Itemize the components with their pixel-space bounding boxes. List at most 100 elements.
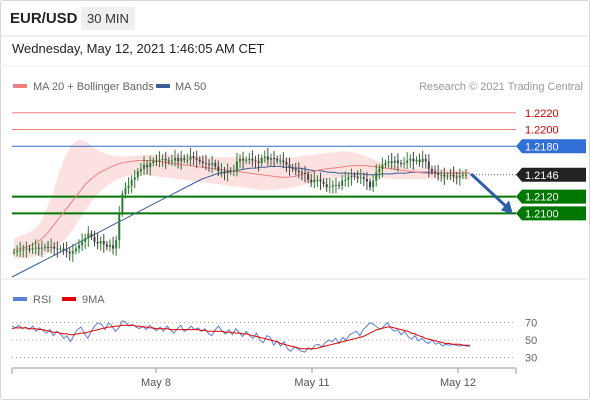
candle xyxy=(208,159,211,172)
candle xyxy=(53,242,56,256)
candle-body xyxy=(102,240,105,245)
candle xyxy=(257,154,260,172)
candle-body xyxy=(328,186,331,188)
candle-body xyxy=(105,244,108,247)
candle-body xyxy=(344,179,347,181)
candle-body xyxy=(307,173,310,180)
level-label-1.2120: 1.2120 xyxy=(525,192,559,204)
candle-body xyxy=(365,178,368,182)
candle-body xyxy=(338,184,341,186)
candle-body xyxy=(452,174,455,177)
candle-body xyxy=(341,180,344,186)
candle xyxy=(430,165,433,175)
candle-body xyxy=(226,170,229,174)
candle xyxy=(108,239,111,252)
candle xyxy=(399,159,402,168)
candle-body xyxy=(183,158,186,160)
candle-body xyxy=(68,251,71,254)
candle-body xyxy=(28,248,31,250)
credit-label: Research © 2021 Trading Central xyxy=(419,81,583,93)
level-tag-1.2146 xyxy=(516,167,586,182)
candle xyxy=(40,240,43,257)
candle-body xyxy=(359,177,362,179)
x-tick-label: May 11 xyxy=(294,377,329,389)
candle xyxy=(384,159,387,169)
candle xyxy=(192,151,195,166)
candle-body xyxy=(40,247,43,249)
level-tag-1.2180 xyxy=(516,139,586,154)
candle-body xyxy=(217,166,220,172)
candle-body xyxy=(37,247,40,249)
candle xyxy=(71,243,74,262)
candle-body xyxy=(449,174,452,176)
candle-body xyxy=(403,163,406,165)
candle-body xyxy=(204,163,207,165)
candle xyxy=(412,151,415,170)
rsi-legend-swatch xyxy=(13,297,27,301)
candle xyxy=(204,154,207,170)
candle xyxy=(279,154,282,166)
candle xyxy=(440,170,443,182)
candle xyxy=(381,157,384,178)
candle xyxy=(229,167,232,175)
ma20-line xyxy=(13,160,470,251)
candle-body xyxy=(300,172,303,174)
candle-body xyxy=(164,158,167,161)
candle-body xyxy=(34,247,37,249)
candle xyxy=(328,178,331,194)
candle-body xyxy=(266,156,269,160)
candle xyxy=(87,226,90,247)
candle-body xyxy=(350,175,353,178)
candle xyxy=(31,242,34,254)
candle-body xyxy=(381,164,384,169)
candle xyxy=(310,173,313,187)
candle-body xyxy=(211,163,214,165)
candle-body xyxy=(220,171,223,173)
candle-body xyxy=(412,158,415,162)
rsi-line xyxy=(11,320,470,353)
candle-body xyxy=(50,246,53,248)
candle-body xyxy=(155,160,158,162)
candle xyxy=(251,150,254,167)
candle xyxy=(424,154,427,169)
candle-body xyxy=(440,174,443,176)
candle xyxy=(396,153,399,172)
candle xyxy=(297,162,300,179)
candle-body xyxy=(214,163,217,167)
candle xyxy=(403,157,406,169)
candle xyxy=(173,149,176,167)
candle xyxy=(81,233,84,252)
candle xyxy=(266,147,269,166)
candle-body xyxy=(260,158,263,164)
candle xyxy=(62,242,65,255)
candle xyxy=(415,156,418,165)
candle xyxy=(304,165,307,183)
ma20-legend-label: MA 20 + Bollinger Bands xyxy=(33,81,154,93)
candle xyxy=(437,164,440,181)
candle xyxy=(344,171,347,187)
candle xyxy=(127,177,130,195)
candle xyxy=(164,151,167,169)
candle xyxy=(195,150,198,169)
candle-body xyxy=(74,248,77,252)
candle xyxy=(167,157,170,165)
candle-body xyxy=(16,251,19,253)
bollinger-band xyxy=(14,139,470,259)
candle xyxy=(149,155,152,176)
candle xyxy=(294,163,297,176)
rsi-ma-line xyxy=(11,324,470,350)
timeframe-badge[interactable]: 30 MIN xyxy=(81,7,135,30)
candle xyxy=(50,238,53,254)
candle-body xyxy=(387,161,390,164)
candle xyxy=(78,239,81,254)
candle xyxy=(223,166,226,181)
candle-body xyxy=(59,248,62,250)
candle-body xyxy=(427,161,430,169)
candle xyxy=(365,171,368,190)
level-label-1.2180: 1.2180 xyxy=(525,141,559,153)
candle xyxy=(130,175,133,193)
level-label-1.2146: 1.2146 xyxy=(525,170,559,182)
candle-body xyxy=(189,156,192,160)
candle-body xyxy=(443,174,446,177)
candle xyxy=(331,180,334,194)
